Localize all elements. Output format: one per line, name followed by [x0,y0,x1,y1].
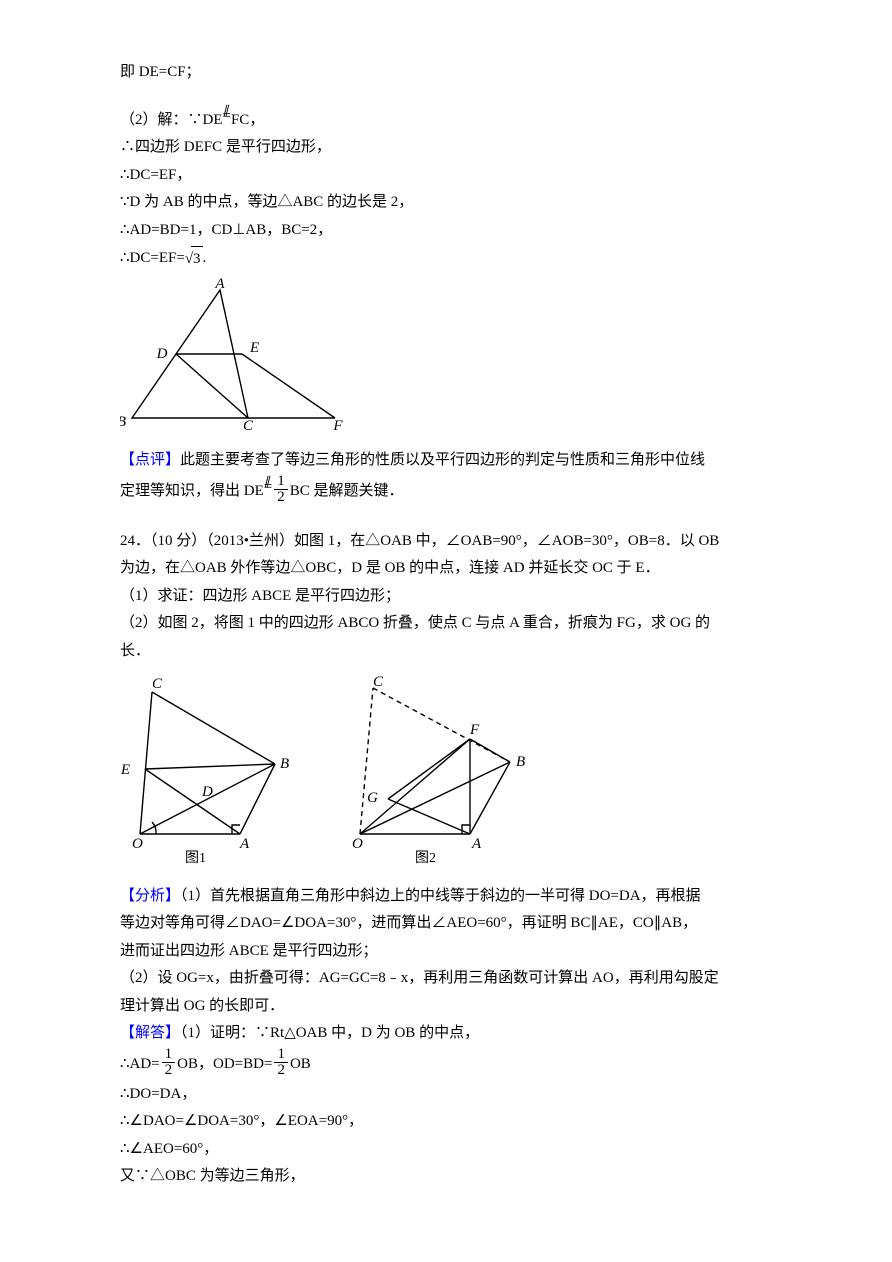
label-D: D [156,346,168,362]
text-fragment: ∴AD= [120,1055,160,1071]
text-fragment: BC 是解题关键． [290,482,404,498]
svg-diagram-2b: C F B G O A 图2 [340,674,540,864]
analysis-line: 进而证出四边形 ABCE 是平行四边形； [120,939,782,965]
diagram-caption: 图2 [415,851,436,864]
label-O: O [132,836,143,852]
question-text: 长． [120,639,782,665]
answer-line: ∴∠DAO=∠DOA=30°，∠EOA=90°， [120,1109,782,1135]
parallel-equal-symbol: ∥= [223,107,231,121]
label-C: C [373,674,384,690]
text-line: 即 DE=CF； [120,60,782,86]
label-E: E [249,340,259,356]
review-line: 定理等知识，得出 DE∥=12BC 是解题关键． [120,476,782,507]
diagram-caption: 图1 [185,851,206,864]
text-line: ∵D 为 AB 的中点，等边△ABC 的边长是 2， [120,190,782,216]
svg-diagram-2a: C B E D O A 图1 [120,674,300,864]
label-A: A [239,836,250,852]
question-text: （2）如图 2，将图 1 中的四边形 ABCO 折叠，使点 C 与点 A 重合，… [120,611,782,637]
question-text: 24．（10 分）（2013•兰州）如图 1，在△OAB 中，∠OAB=90°，… [120,529,782,555]
section-label-answer: 【解答】 [120,1025,180,1041]
text-fragment: （1）首先根据直角三角形中斜边上的中线等于斜边的一半可得 DO=DA，再根据 [180,888,701,904]
diagram-q24-fig1: C B E D O A 图1 [120,674,300,874]
label-O: O [352,836,363,852]
label-B: B [120,414,126,430]
section-label-analysis: 【分析】 [120,888,180,904]
text-line: （2）解：∵DE∥=FC， [120,108,782,134]
label-C: C [152,676,163,692]
answer-line: 【解答】（1）证明：∵Rt△OAB 中，D 为 OB 的中点， [120,1021,782,1047]
diagram-q24-fig2: C F B G O A 图2 [340,674,540,874]
label-B: B [516,754,525,770]
label-E: E [120,762,130,778]
answer-line: ∴AD=12OB，OD=BD=12OB [120,1049,782,1080]
fraction-half: 12 [274,474,288,505]
analysis-line: （2）设 OG=x，由折叠可得：AG=GC=8﹣x，再利用三角函数可计算出 AO… [120,966,782,992]
sqrt-expression: √3 [185,246,203,273]
text-fragment: 定理等知识，得出 DE [120,482,264,498]
text-fragment: （2）解：∵DE [120,112,223,128]
label-D: D [201,784,213,800]
review-line: 【点评】此题主要考查了等边三角形的性质以及平行四边形的判定与性质和三角形中位线 [120,448,782,474]
text-fragment: . [203,250,207,266]
text-line: ∴四边形 DEFC 是平行四边形， [120,135,782,161]
text-fragment: ∴DC=EF= [120,250,185,266]
text-line: ∴DC=EF， [120,163,782,189]
label-G: G [367,790,378,806]
question-text: （1）求证：四边形 ABCE 是平行四边形； [120,584,782,610]
fraction-half: 12 [274,1047,288,1078]
text-fragment: FC， [231,112,264,128]
label-F: F [332,418,343,433]
label-A: A [471,836,482,852]
label-F: F [469,722,480,738]
label-A: A [214,278,225,292]
section-label-review: 【点评】 [120,452,180,468]
text-fragment: 此题主要考查了等边三角形的性质以及平行四边形的判定与性质和三角形中位线 [180,452,705,468]
diagram-triangle-def: A B C D E F [120,278,782,443]
answer-line: ∴∠AEO=60°， [120,1137,782,1163]
label-B: B [280,756,289,772]
text-fragment: OB，OD=BD= [177,1055,272,1071]
diagram-q24-block: C B E D O A 图1 [120,674,782,874]
text-line: ∴AD=BD=1，CD⊥AB，BC=2， [120,218,782,244]
text-fragment: OB [290,1055,311,1071]
question-text: 为边，在△OAB 外作等边△OBC，D 是 OB 的中点，连接 AD 并延长交 … [120,556,782,582]
label-C: C [243,418,254,433]
text-fragment: （1）证明：∵Rt△OAB 中，D 为 OB 的中点， [180,1025,479,1041]
parallel-equal-symbol: ∥= [264,478,272,492]
analysis-line: 理计算出 OG 的长即可． [120,994,782,1020]
answer-line: ∴DO=DA， [120,1082,782,1108]
fraction-half: 12 [162,1047,176,1078]
text-line: ∴DC=EF=√3. [120,245,782,272]
answer-line: 又∵△OBC 为等边三角形， [120,1164,782,1190]
page-container: 即 DE=CF； （2）解：∵DE∥=FC， ∴四边形 DEFC 是平行四边形，… [0,0,892,1262]
analysis-line: 【分析】（1）首先根据直角三角形中斜边上的中线等于斜边的一半可得 DO=DA，再… [120,884,782,910]
analysis-line: 等边对等角可得∠DAO=∠DOA=30°，进而算出∠AEO=60°，再证明 BC… [120,911,782,937]
